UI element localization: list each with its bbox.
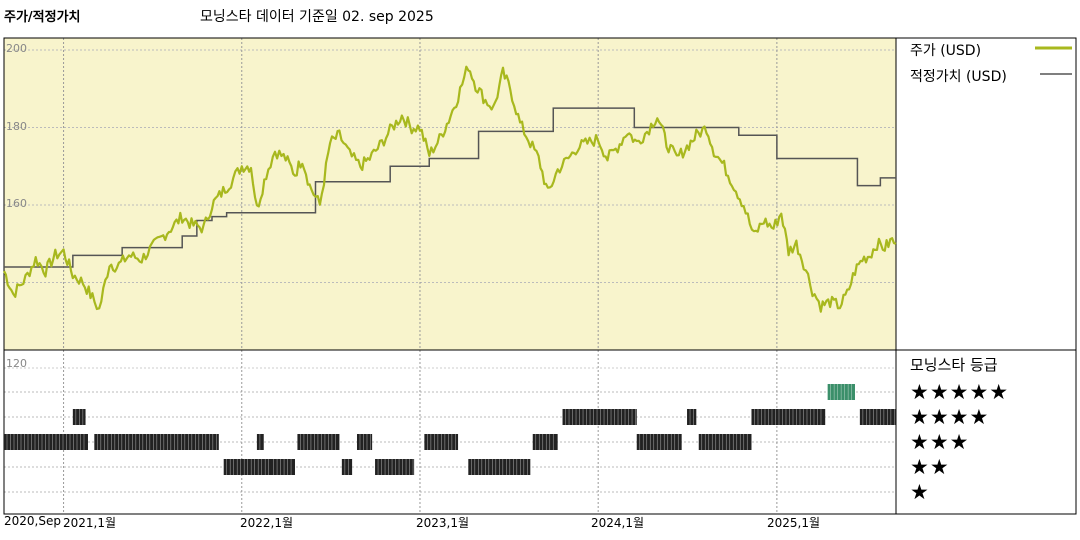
y-tick-200: 200 <box>6 42 27 55</box>
rating-row-1-star: ★ <box>910 480 930 504</box>
rating-bar-2-stars <box>375 459 415 475</box>
legend-fair-label: 적정가치 (USD) <box>910 69 1007 85</box>
legend-price-label: 주가 (USD) <box>910 43 982 59</box>
rating-row-3-stars: ★★★ <box>910 430 970 454</box>
fair-value-line <box>4 107 896 268</box>
rating-row-2-stars: ★★ <box>910 455 950 479</box>
y-tick-120: 120 <box>6 357 27 370</box>
rating-bar-4-stars <box>562 409 637 425</box>
rating-bar-3-stars <box>532 434 558 450</box>
rating-bar-2-stars <box>341 459 353 475</box>
rating-bar-4-stars <box>687 409 697 425</box>
y-tick-180: 180 <box>6 120 27 133</box>
rating-bar-3-stars <box>4 434 88 450</box>
rating-bar-3-stars <box>256 434 264 450</box>
y-tick-160: 160 <box>6 197 27 210</box>
x-tick-2025: 2025,1월 <box>767 516 821 530</box>
chart-subtitle: 모닝스타 데이터 기준일 02. sep 2025 <box>200 9 434 25</box>
rating-bar-4-stars <box>859 409 896 425</box>
x-tick-2023: 2023,1월 <box>416 516 470 530</box>
price-line <box>3 65 897 313</box>
rating-bar-3-stars <box>297 434 340 450</box>
rating-bar-3-stars <box>698 434 752 450</box>
rating-bar-2-stars <box>270 459 295 475</box>
rating-bar-3-stars <box>636 434 682 450</box>
rating-title: 모닝스타 등급 <box>910 356 998 374</box>
x-tick-2020-sep: 2020,Sep <box>4 514 61 528</box>
rating-row-4-stars: ★★★★ <box>910 405 990 429</box>
rating-bar-3-stars <box>356 434 373 450</box>
chart-frame <box>3 37 1077 515</box>
x-tick-2021: 2021,1월 <box>63 516 117 530</box>
plot-background <box>4 38 896 350</box>
x-tick-2024: 2024,1월 <box>591 516 645 530</box>
x-tick-2022: 2022,1월 <box>240 516 294 530</box>
chart-title: 주가/적정가치 <box>4 10 81 25</box>
rating-row-5-stars: ★★★★★ <box>910 380 1010 404</box>
rating-bar-2-stars <box>223 459 280 475</box>
